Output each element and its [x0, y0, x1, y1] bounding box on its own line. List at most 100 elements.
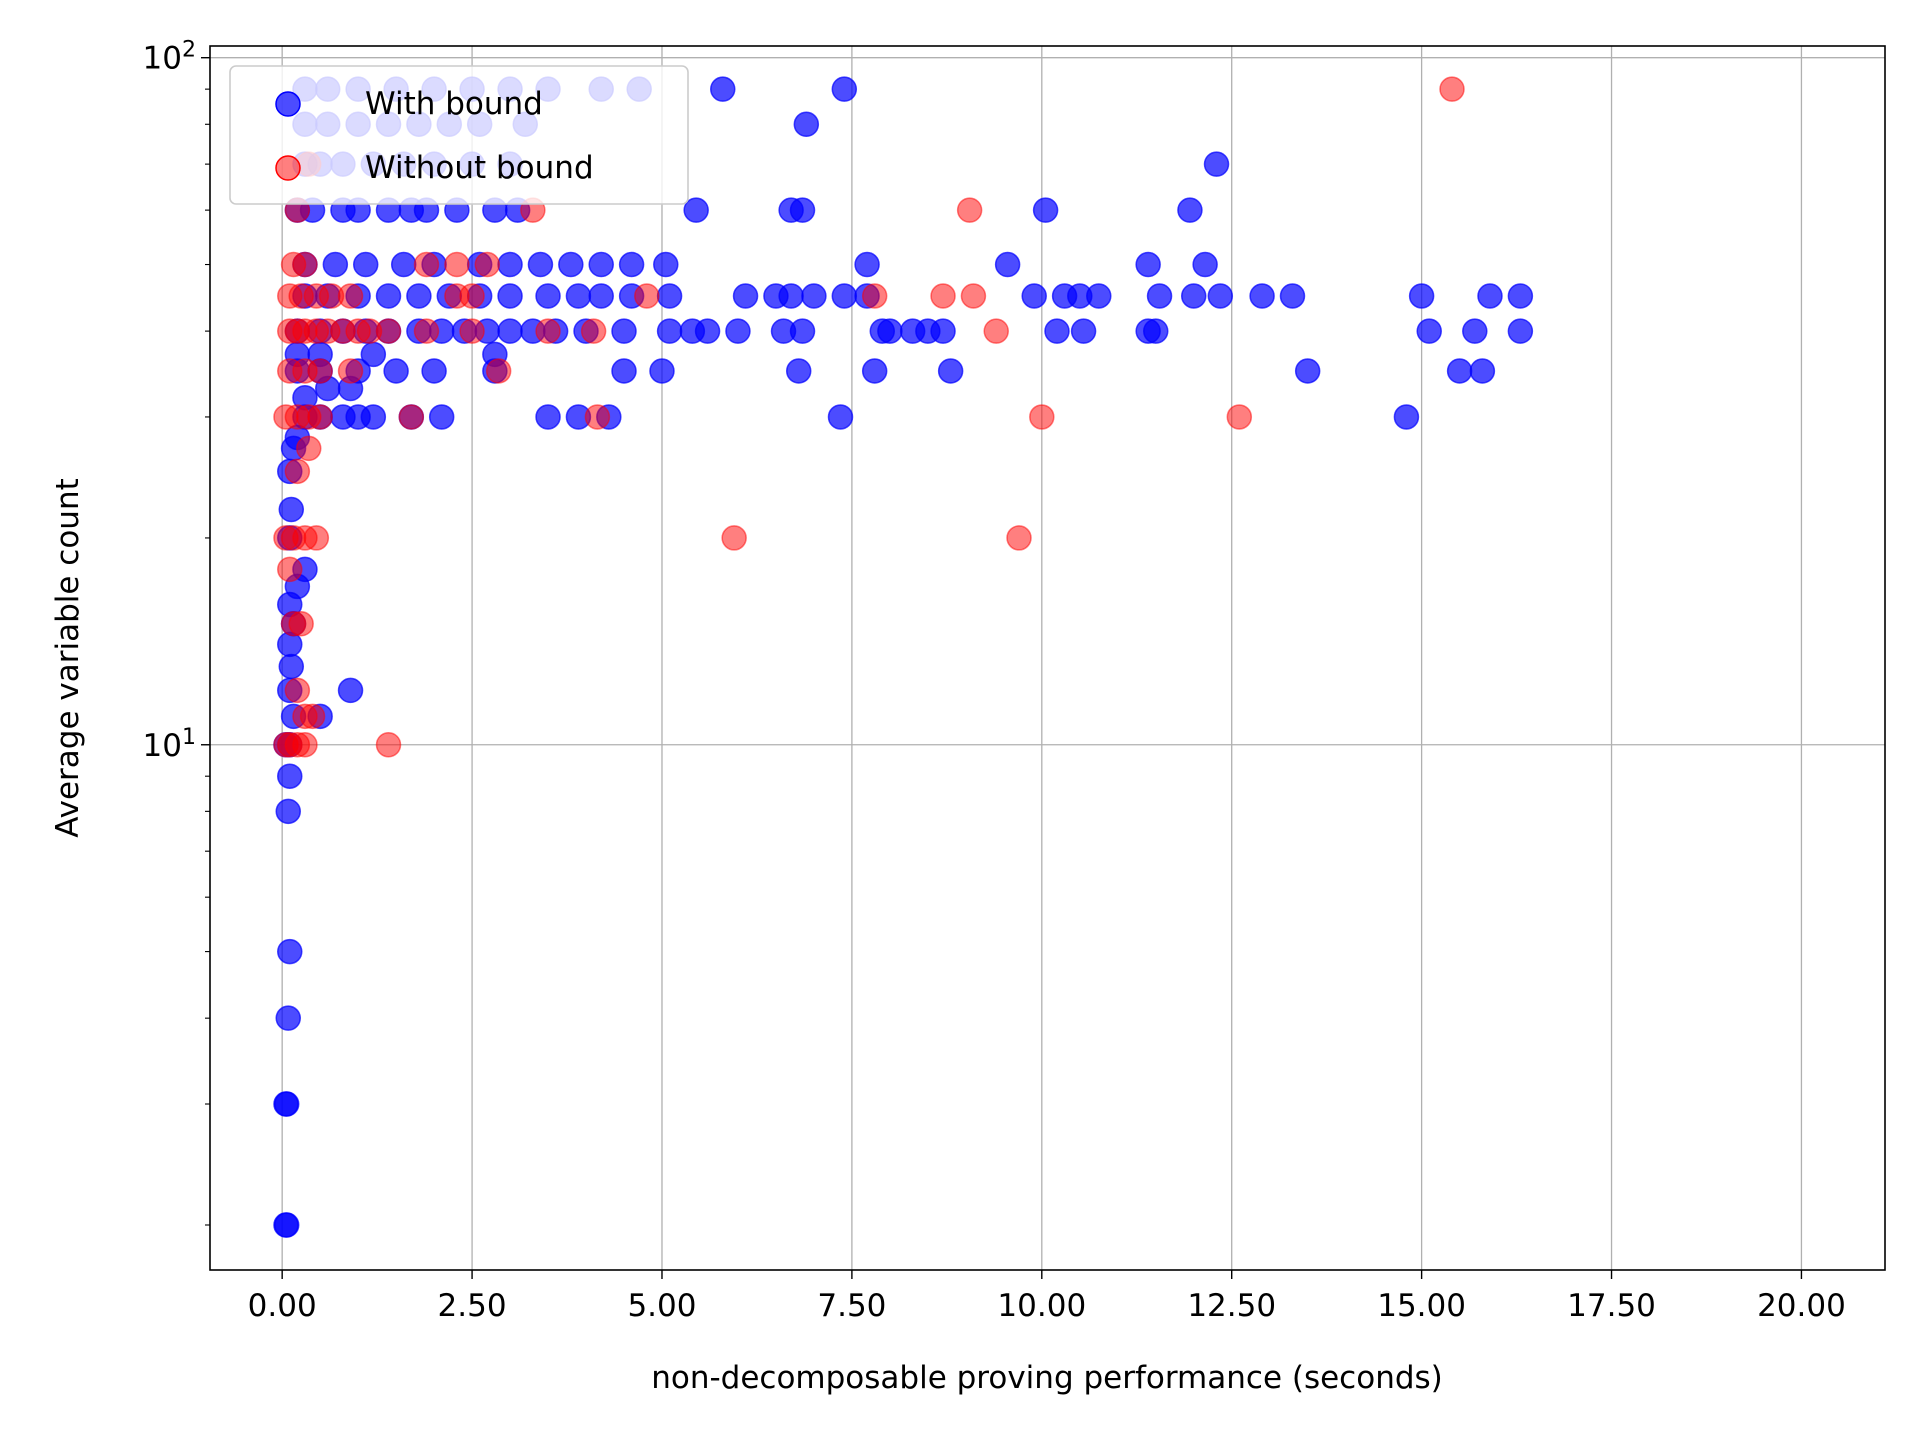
with-bound-point: [1203, 151, 1230, 177]
with-bound-point: [322, 251, 349, 278]
x-tick-label: 10.00: [997, 1288, 1086, 1324]
with-bound-point: [831, 76, 858, 102]
with-bound-point: [683, 197, 709, 223]
with-bound-point: [1507, 318, 1534, 344]
with-bound-point: [1070, 318, 1097, 344]
legend-label-without-bound: Without bound: [365, 150, 594, 186]
with-bound-point: [1477, 283, 1503, 309]
with-bound-point: [827, 404, 854, 430]
without-bound-point: [284, 458, 311, 485]
with-bound-point: [1146, 283, 1173, 309]
with-bound-point: [497, 251, 523, 278]
with-bound-point: [789, 318, 816, 344]
with-bound-point: [277, 763, 303, 789]
without-bound-point: [584, 404, 611, 430]
with-bound-point: [588, 283, 614, 309]
with-bound-point: [1021, 283, 1047, 309]
with-bound-point: [725, 318, 751, 344]
with-bound-point: [611, 318, 637, 344]
with-bound-point: [421, 358, 447, 384]
with-bound-point: [352, 251, 379, 278]
y-axis-label: Average variable count: [50, 478, 86, 838]
with-bound-point: [789, 197, 816, 223]
with-bound-point: [558, 251, 584, 278]
with-bound-point: [360, 404, 387, 430]
with-bound-point: [801, 283, 827, 309]
with-bound-point: [793, 111, 820, 138]
without-bound-point: [535, 318, 561, 344]
with-bound-point: [611, 358, 637, 384]
x-tick-label: 17.50: [1567, 1288, 1656, 1324]
with-bound-point: [1135, 251, 1161, 278]
with-bound-point: [1446, 358, 1473, 384]
axis-ticks: 0.00 2.50 5.00 7.50 10.00 12.50 15.00 17.50 20.0…: [143, 38, 1846, 1324]
with-bound-point: [1180, 283, 1207, 309]
with-bound-point: [1469, 358, 1496, 384]
with-bound-point: [831, 283, 858, 309]
with-bound-point: [1393, 404, 1420, 430]
with-bound-point: [275, 1005, 301, 1031]
legend-marker-without-bound: [275, 155, 301, 181]
without-bound-point: [580, 318, 607, 344]
with-bound-point: [390, 251, 417, 278]
legend-marker-with-bound: [275, 91, 301, 117]
with-bound-point: [565, 283, 592, 309]
with-bound-point: [375, 283, 402, 309]
with-bound-point: [383, 358, 409, 384]
with-bound-point: [1177, 197, 1203, 223]
without-bound-point: [956, 197, 983, 223]
without-bound-point: [485, 358, 512, 384]
series-without-bound: [273, 76, 1465, 758]
without-bound-point: [474, 251, 501, 278]
without-bound-point: [721, 525, 747, 551]
x-tick-label: 20.00: [1757, 1288, 1846, 1324]
plot-frame: [209, 45, 1886, 1271]
without-bound-point: [1226, 404, 1253, 430]
with-bound-point: [277, 938, 303, 965]
with-bound-point: [861, 358, 888, 384]
with-bound-point: [937, 358, 964, 384]
without-bound-point: [375, 732, 402, 758]
with-bound-point: [1044, 318, 1070, 344]
with-bound-point: [278, 496, 305, 523]
legend: With bound Without bound: [229, 65, 689, 205]
without-bound-point: [337, 283, 364, 309]
without-bound-point: [288, 611, 314, 637]
with-bound-point: [497, 318, 523, 344]
without-bound-point: [337, 358, 364, 384]
with-bound-point: [1462, 318, 1488, 344]
with-bound-point: [406, 283, 432, 309]
without-bound-point: [861, 283, 888, 309]
without-bound-point: [1439, 76, 1465, 102]
without-bound-point: [292, 732, 318, 758]
with-bound-point: [1032, 197, 1059, 223]
without-bound-point: [299, 703, 326, 730]
with-bound-point: [275, 798, 301, 825]
without-bound-point: [296, 435, 322, 462]
with-bound-point: [778, 283, 804, 309]
x-tick-label: 0.00: [248, 1288, 317, 1324]
without-bound-point: [292, 251, 318, 278]
with-bound-point: [732, 283, 759, 309]
with-bound-point: [1416, 318, 1442, 344]
legend-label-with-bound: With bound: [365, 86, 543, 122]
x-tick-label: 12.50: [1187, 1288, 1276, 1324]
with-bound-point: [656, 318, 683, 344]
with-bound-point: [360, 341, 387, 368]
without-bound-point: [413, 318, 440, 344]
plot-background: [210, 46, 1885, 1270]
with-bound-point: [785, 358, 812, 384]
without-bound-point: [307, 404, 333, 430]
legend-box: [229, 65, 689, 205]
y-tick-label: 101: [143, 725, 196, 764]
with-bound-point: [1207, 283, 1234, 309]
x-tick-label: 2.50: [438, 1288, 507, 1324]
with-bound-point: [1142, 318, 1169, 344]
with-bound-point: [1249, 283, 1275, 309]
grid-lines: [210, 46, 1885, 1270]
with-bound-point: [497, 283, 523, 309]
with-bound-point: [1086, 283, 1112, 309]
without-bound-point: [459, 318, 485, 344]
without-bound-point: [303, 525, 330, 551]
with-bound-point: [428, 404, 455, 430]
